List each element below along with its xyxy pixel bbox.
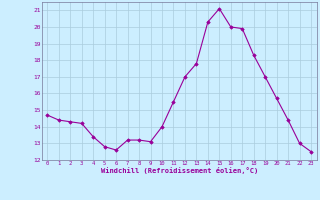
X-axis label: Windchill (Refroidissement éolien,°C): Windchill (Refroidissement éolien,°C) — [100, 167, 258, 174]
